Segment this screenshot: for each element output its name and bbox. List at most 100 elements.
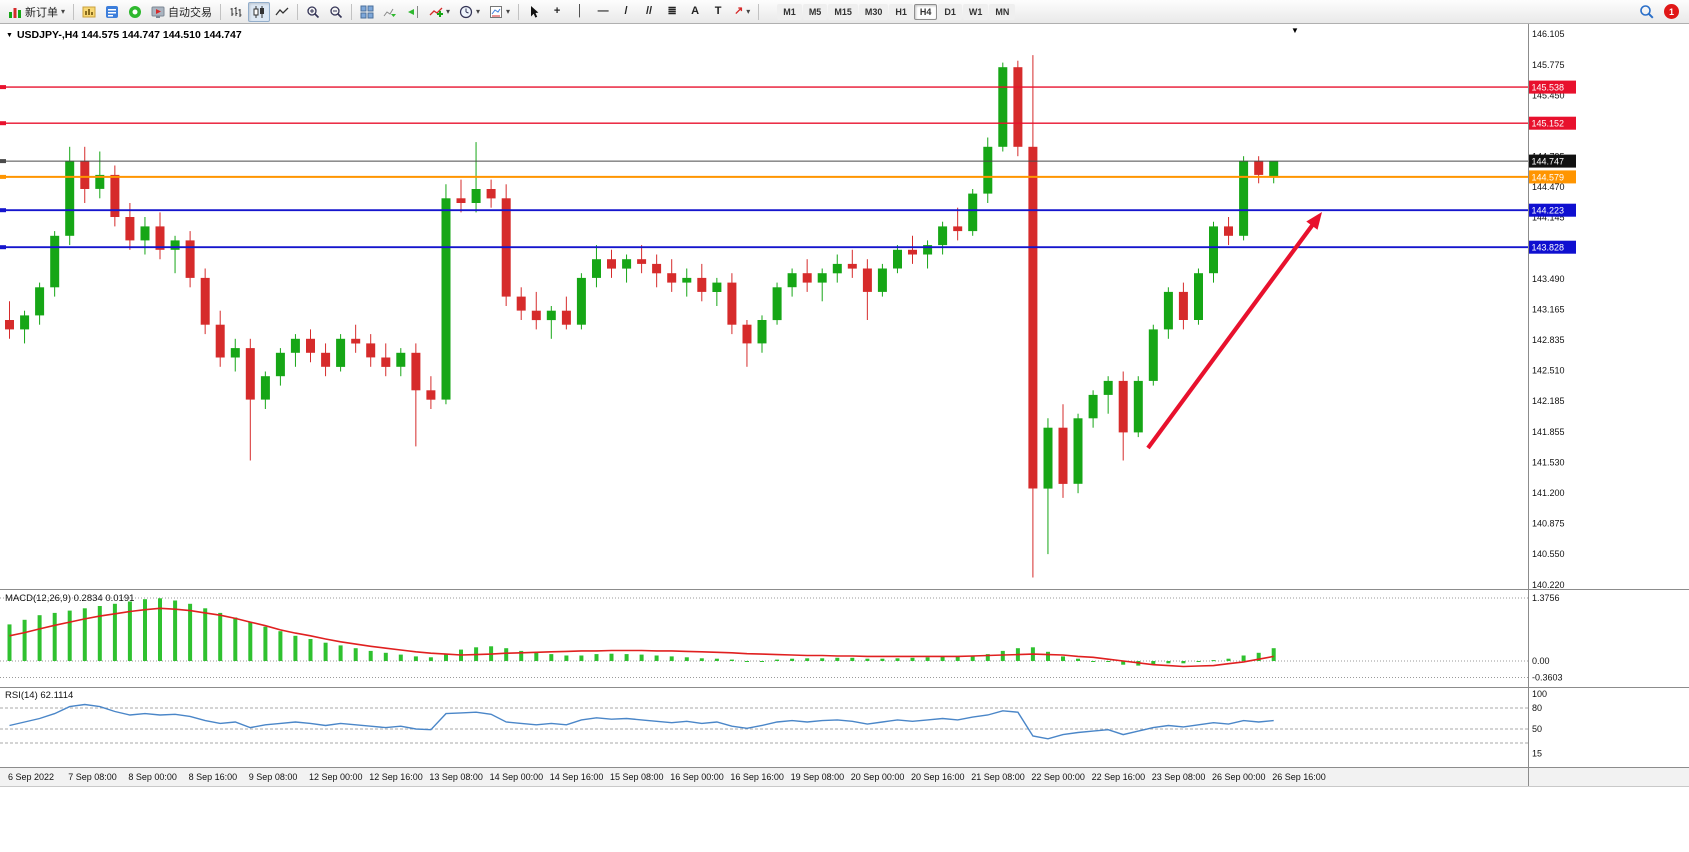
price-axis-separator [1528, 24, 1529, 786]
crosshair-tool-button[interactable]: + [546, 2, 568, 22]
auto-trading-button[interactable]: 自动交易 [147, 2, 216, 22]
candle [306, 338, 315, 353]
macd-histogram-bar [1000, 650, 1005, 661]
rsi-axis-label: 15 [1532, 749, 1542, 759]
horizontal-line-icon: — [597, 5, 609, 17]
candle [968, 193, 978, 232]
time-axis-label: 7 Sep 08:00 [68, 772, 117, 782]
trend-arrow-annotation[interactable] [1146, 212, 1322, 450]
trendline-tool-button[interactable]: / [615, 2, 637, 22]
channel-tool-button[interactable]: // [638, 2, 660, 22]
candle [1133, 380, 1143, 433]
macd-histogram-bar [880, 658, 885, 661]
bottom-empty-area [0, 787, 1689, 852]
price-tick-label: 146.105 [1532, 29, 1565, 39]
candle [125, 217, 135, 241]
macd-histogram-bar [865, 658, 870, 661]
horizontal-line-tool-button[interactable]: — [592, 2, 614, 22]
text-label-icon: T [714, 5, 722, 17]
candle [727, 282, 737, 325]
macd-pane-canvas[interactable]: 1.3756 0.00 -0.3603 [0, 590, 1689, 687]
text-label-tool-button[interactable]: T [707, 2, 729, 22]
tile-windows-button[interactable] [356, 2, 378, 22]
macd-histogram-bar [1076, 658, 1080, 661]
candle [215, 324, 225, 358]
add-indicator-button[interactable]: ▾ [425, 2, 454, 22]
price-badge [1529, 154, 1576, 168]
channel-icon: // [646, 5, 653, 17]
auto-scroll-button[interactable] [379, 2, 401, 22]
macd-histogram-bar [428, 657, 433, 661]
zoom-out-button[interactable] [325, 2, 347, 22]
text-tool-button[interactable]: A [684, 2, 706, 22]
pane-separator[interactable] [0, 687, 1689, 688]
search-button[interactable] [1635, 2, 1658, 22]
macd-histogram-bar [293, 635, 298, 661]
notification-badge[interactable]: 1 [1664, 4, 1679, 19]
macd-histogram-bar [1196, 661, 1201, 662]
arrows-tool-button[interactable]: ↗ ▾ [730, 2, 754, 22]
fibonacci-tool-button[interactable]: ≣ [661, 2, 683, 22]
new-order-button[interactable]: 新订单 ▾ [4, 2, 69, 22]
time-axis-label: 26 Sep 16:00 [1272, 772, 1326, 782]
price-tick-label: 144.470 [1532, 182, 1565, 192]
pane-separator[interactable] [0, 589, 1689, 590]
candle [290, 338, 300, 353]
time-axis-label: 16 Sep 16:00 [730, 772, 784, 782]
price-chart-canvas[interactable]: 146.105145.775145.450144.795144.470144.1… [0, 24, 1689, 590]
collapse-triangle-icon[interactable]: ▼ [6, 31, 13, 39]
macd-histogram-bar [278, 631, 283, 661]
vertical-line-tool-button[interactable]: │ [569, 2, 591, 22]
macd-signal-line [9, 607, 1274, 668]
candle [366, 343, 376, 358]
timeframe-m15-button[interactable]: M15 [828, 3, 858, 20]
price-badge [1529, 116, 1576, 130]
timeframe-m30-button[interactable]: M30 [858, 3, 889, 20]
rsi-axis-label: 80 [1532, 703, 1542, 713]
timeframe-m1-button[interactable]: M1 [777, 3, 802, 20]
candle [1254, 160, 1264, 175]
macd-histogram-bar [970, 655, 975, 661]
macd-histogram-bar [760, 661, 764, 662]
chart-shift-button[interactable] [402, 2, 424, 22]
line-chart-button[interactable] [271, 2, 293, 22]
macd-histogram-bar [248, 622, 253, 661]
price-badge-label: 145.538 [1532, 83, 1565, 93]
macd-histogram-bar [1226, 658, 1231, 661]
timeframe-mn-button[interactable]: MN [989, 3, 1016, 20]
timeframe-w1-button[interactable]: W1 [962, 3, 989, 20]
candle [712, 282, 722, 292]
vertical-line-icon: │ [576, 5, 584, 17]
toolbar-separator [297, 3, 299, 20]
macd-histogram-bar [714, 658, 719, 661]
zoom-in-button[interactable] [302, 2, 324, 22]
market-watch-button[interactable] [124, 2, 146, 22]
data-window-button[interactable] [101, 2, 123, 22]
candle [516, 296, 526, 311]
macd-histogram-bar [1046, 651, 1050, 661]
timeframe-h4-button[interactable]: H4 [913, 3, 938, 20]
candle [321, 352, 331, 367]
chart-dropdown-chevron[interactable]: ▼ [1291, 26, 1299, 35]
bar-chart-button[interactable] [225, 2, 247, 22]
price-badge [1529, 240, 1576, 254]
timeframe-toolbar: M1 M5 M15 M30 H1 H4 D1 W1 MN [777, 3, 1016, 20]
cursor-tool-button[interactable] [523, 2, 545, 22]
candle [50, 235, 60, 288]
candlestick-chart-button[interactable] [248, 1, 271, 22]
timeframe-d1-button[interactable]: D1 [938, 3, 962, 20]
chart-profiles-button[interactable] [78, 2, 100, 22]
timeframe-m5-button[interactable]: M5 [802, 3, 828, 20]
macd-histogram-bar [127, 601, 132, 661]
rsi-pane-canvas[interactable]: 100 80 50 15 [0, 688, 1689, 768]
templates-button[interactable]: ▾ [485, 2, 514, 22]
price-tick-label: 143.165 [1532, 304, 1565, 314]
level-line-marker [0, 121, 6, 126]
macd-histogram-bar [775, 659, 780, 661]
periods-button[interactable]: ▾ [455, 2, 484, 22]
rsi-header: RSI(14) 62.1114 [5, 690, 74, 701]
timeframe-h1-button[interactable]: H1 [889, 3, 913, 20]
macd-histogram-bar [1211, 660, 1216, 662]
candle [441, 198, 451, 400]
candle [170, 240, 180, 250]
